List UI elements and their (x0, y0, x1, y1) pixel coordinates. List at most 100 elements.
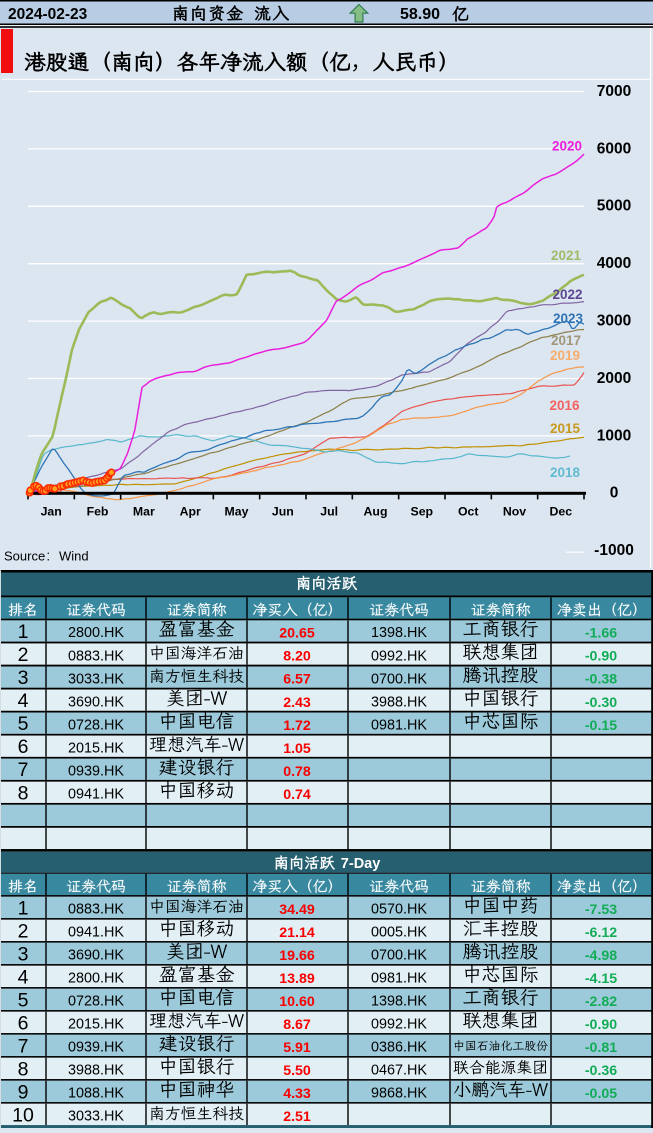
svg-text:2022: 2022 (552, 287, 582, 302)
svg-text:3000: 3000 (597, 313, 631, 330)
svg-text:1398.HK: 1398.HK (371, 625, 427, 641)
svg-text:7000: 7000 (597, 83, 631, 100)
svg-text:0.74: 0.74 (283, 787, 311, 803)
svg-text:Sep: Sep (411, 505, 434, 519)
svg-text:3: 3 (18, 667, 29, 689)
svg-text:8.20: 8.20 (283, 649, 311, 665)
svg-text:0.78: 0.78 (283, 764, 311, 780)
svg-text:1: 1 (18, 897, 29, 919)
svg-text:-0.30: -0.30 (585, 695, 617, 711)
svg-text:0939.HK: 0939.HK (68, 1040, 124, 1056)
svg-text:34.49: 34.49 (279, 902, 315, 918)
svg-text:-2.82: -2.82 (585, 994, 617, 1010)
svg-text:4.33: 4.33 (283, 1086, 311, 1102)
svg-text:-1.66: -1.66 (585, 626, 617, 642)
svg-text:-0.38: -0.38 (585, 672, 617, 688)
svg-text:0883.HK: 0883.HK (68, 902, 124, 918)
svg-text:0005.HK: 0005.HK (371, 925, 427, 941)
svg-text:-0.15: -0.15 (585, 718, 617, 734)
svg-text:4: 4 (18, 966, 29, 988)
svg-text:-6.12: -6.12 (585, 925, 617, 941)
svg-text:5.50: 5.50 (283, 1063, 311, 1079)
svg-text:1.05: 1.05 (283, 741, 311, 757)
svg-text:2.43: 2.43 (283, 695, 311, 711)
svg-text:1000: 1000 (597, 427, 631, 444)
svg-text:4: 4 (18, 690, 29, 712)
svg-text:0570.HK: 0570.HK (371, 902, 427, 918)
svg-text:2023: 2023 (553, 311, 584, 326)
svg-text:-1000: -1000 (594, 542, 634, 559)
svg-text:1088.HK: 1088.HK (68, 1086, 124, 1102)
svg-text:20.65: 20.65 (279, 626, 315, 642)
svg-text:3690.HK: 3690.HK (68, 694, 124, 710)
svg-text:May: May (225, 505, 249, 519)
svg-text:-0.05: -0.05 (585, 1086, 617, 1102)
svg-text:3033.HK: 3033.HK (68, 1109, 124, 1125)
svg-text:Wind: Wind (59, 549, 89, 564)
svg-text:0467.HK: 0467.HK (371, 1063, 427, 1079)
svg-text:21.14: 21.14 (279, 925, 315, 941)
svg-text:3988.HK: 3988.HK (371, 694, 427, 710)
svg-text:5: 5 (18, 989, 29, 1011)
svg-text:2800.HK: 2800.HK (68, 971, 124, 987)
svg-text:0728.HK: 0728.HK (68, 994, 124, 1010)
svg-text:Apr: Apr (180, 505, 201, 519)
svg-text:-0.90: -0.90 (585, 649, 617, 665)
svg-text:-0.36: -0.36 (585, 1063, 617, 1079)
svg-text:0992.HK: 0992.HK (371, 648, 427, 664)
svg-text:9868.HK: 9868.HK (371, 1086, 427, 1102)
svg-text:19.66: 19.66 (279, 948, 315, 964)
svg-text:Mar: Mar (133, 505, 155, 519)
svg-text:7: 7 (18, 759, 29, 781)
svg-text:0883.HK: 0883.HK (68, 648, 124, 664)
svg-text:0386.HK: 0386.HK (371, 1040, 427, 1056)
svg-text:0981.HK: 0981.HK (371, 971, 427, 987)
svg-text:9: 9 (18, 1081, 29, 1103)
svg-text:0939.HK: 0939.HK (68, 764, 124, 780)
svg-text:Aug: Aug (364, 505, 388, 519)
svg-text:Jun: Jun (272, 505, 294, 519)
svg-text:2018: 2018 (550, 465, 581, 480)
svg-text:-0.90: -0.90 (585, 1017, 617, 1033)
svg-text:0728.HK: 0728.HK (68, 717, 124, 733)
svg-text:-4.15: -4.15 (585, 971, 617, 987)
svg-text:0992.HK: 0992.HK (371, 1017, 427, 1033)
svg-text:5: 5 (18, 713, 29, 735)
svg-text:2015: 2015 (550, 421, 581, 436)
svg-text:1: 1 (18, 621, 29, 643)
svg-text:Jul: Jul (320, 505, 338, 519)
svg-text:0941.HK: 0941.HK (68, 787, 124, 803)
svg-text:2015.HK: 2015.HK (68, 740, 124, 756)
svg-text:3: 3 (18, 943, 29, 965)
svg-text:6: 6 (18, 736, 29, 758)
svg-text:-7.53: -7.53 (585, 902, 617, 918)
svg-text:3033.HK: 3033.HK (68, 671, 124, 687)
svg-text:8.67: 8.67 (283, 1017, 311, 1033)
svg-text:0981.HK: 0981.HK (371, 717, 427, 733)
svg-text:-0.81: -0.81 (585, 1040, 617, 1056)
svg-text:2017: 2017 (551, 333, 581, 348)
svg-text:0941.HK: 0941.HK (68, 925, 124, 941)
svg-text:0700.HK: 0700.HK (371, 948, 427, 964)
svg-text:7-Day: 7-Day (341, 856, 381, 872)
svg-text:3690.HK: 3690.HK (68, 948, 124, 964)
svg-text:6000: 6000 (597, 140, 631, 157)
svg-text:2: 2 (18, 920, 29, 942)
svg-text:-4.98: -4.98 (585, 948, 617, 964)
svg-text:2016: 2016 (549, 398, 580, 413)
svg-text:Oct: Oct (458, 505, 479, 519)
svg-text:13.89: 13.89 (279, 971, 315, 987)
svg-text:2019: 2019 (550, 348, 580, 363)
svg-text:7: 7 (18, 1035, 29, 1057)
svg-text:10: 10 (12, 1104, 34, 1126)
svg-text:2024-02-23: 2024-02-23 (8, 6, 88, 23)
svg-text:2021: 2021 (551, 248, 582, 263)
svg-text:5000: 5000 (597, 198, 631, 215)
svg-text:Dec: Dec (550, 505, 573, 519)
svg-text:1.72: 1.72 (283, 718, 311, 734)
svg-text:Nov: Nov (503, 505, 526, 519)
svg-text:2000: 2000 (597, 370, 631, 387)
svg-text:Source: Source (4, 549, 45, 564)
svg-text:4000: 4000 (597, 255, 631, 272)
svg-text:5.91: 5.91 (283, 1040, 311, 1056)
